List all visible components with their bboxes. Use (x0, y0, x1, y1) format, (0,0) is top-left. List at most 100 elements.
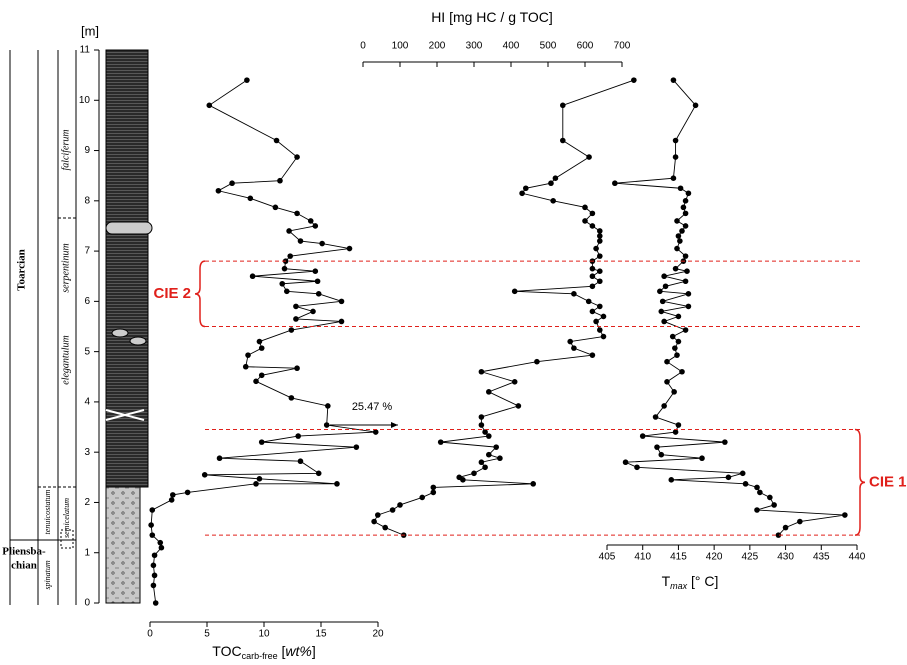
x-tick-label: 435 (813, 552, 830, 563)
data-point (683, 223, 689, 229)
data-point (216, 188, 222, 194)
data-point (590, 309, 596, 315)
data-point (601, 334, 607, 340)
data-point (693, 103, 699, 109)
data-point (597, 278, 603, 284)
data-point (493, 444, 499, 450)
data-point (479, 369, 485, 375)
data-point (661, 403, 667, 409)
data-point (673, 429, 679, 435)
x-tick-label: 440 (849, 552, 866, 563)
x-tick-label: 420 (706, 552, 723, 563)
data-point (294, 211, 300, 217)
data-point (308, 218, 314, 224)
x-axis-title: HI [mg HC / g TOC] (431, 9, 553, 25)
cie-brace (855, 430, 865, 536)
data-point (550, 198, 556, 204)
y-tick-label: 7 (84, 246, 90, 257)
data-point (683, 198, 689, 204)
x-tick-label: 100 (392, 41, 409, 52)
y-tick-label: 3 (84, 447, 90, 458)
data-point (657, 289, 663, 295)
data-point (726, 475, 732, 481)
data-point (152, 573, 158, 579)
data-point (316, 470, 322, 476)
data-point (325, 403, 331, 409)
data-point (597, 327, 603, 333)
data-point (686, 291, 692, 297)
data-point (298, 458, 304, 464)
data-point (431, 490, 437, 496)
data-point (631, 77, 637, 83)
data-point (253, 378, 259, 384)
data-point (722, 439, 728, 445)
data-point (548, 180, 554, 186)
data-point (347, 246, 353, 252)
data-point (516, 403, 522, 409)
data-point (677, 238, 683, 244)
data-point (590, 223, 596, 229)
data-point (530, 481, 536, 487)
data-point (757, 490, 763, 496)
zone-label: tenuicostatum (43, 489, 52, 534)
data-point (319, 241, 325, 247)
data-point (560, 103, 566, 109)
data-point (664, 359, 670, 365)
data-point (676, 339, 682, 345)
data-point (151, 583, 157, 589)
data-point (148, 522, 154, 528)
data-point (397, 502, 403, 508)
data-point (245, 352, 251, 358)
data-point (676, 314, 682, 320)
data-line (615, 80, 845, 535)
data-point (582, 205, 588, 211)
x-axis-title: TOCcarb-free [wt%] (212, 643, 315, 662)
data-point (681, 205, 687, 211)
data-point (289, 327, 295, 333)
x-tick-label: 10 (258, 629, 270, 640)
data-point (601, 314, 607, 320)
data-point (783, 525, 789, 531)
data-point (419, 495, 425, 501)
data-point (771, 502, 777, 508)
data-point (373, 429, 379, 435)
data-point (673, 154, 679, 160)
data-point (277, 178, 283, 184)
zone-label: spinatum (43, 560, 52, 590)
data-point (279, 281, 285, 287)
data-point (523, 185, 529, 191)
data-point (623, 459, 629, 465)
data-point (671, 389, 677, 395)
data-point (612, 180, 618, 186)
x-axis-title: Tmax [° C] (662, 573, 719, 592)
data-point (674, 352, 680, 358)
data-point (185, 490, 191, 496)
data-point (571, 291, 577, 297)
data-point (479, 459, 485, 465)
x-tick-label: 410 (634, 552, 651, 563)
y-tick-label: 1 (84, 547, 90, 558)
data-point (593, 246, 599, 252)
data-point (152, 552, 158, 558)
data-point (683, 253, 689, 259)
data-point (253, 481, 259, 487)
data-point (597, 268, 603, 274)
data-point (244, 77, 250, 83)
zone-label: serpentinum (60, 243, 71, 292)
y-tick-label: 6 (84, 296, 90, 307)
y-tick-label: 8 (84, 195, 90, 206)
data-point (671, 175, 677, 181)
y-tick-label: 10 (79, 95, 91, 106)
data-point (571, 345, 577, 351)
annotation-label: 25.47 % (352, 401, 393, 413)
data-point (159, 545, 165, 551)
data-point (512, 379, 518, 385)
data-point (590, 266, 596, 272)
data-point (289, 395, 295, 401)
data-point (767, 495, 773, 501)
data-point (673, 138, 679, 144)
data-point (586, 299, 592, 305)
data-point (324, 422, 330, 428)
data-point (284, 289, 290, 295)
data-point (597, 233, 603, 239)
